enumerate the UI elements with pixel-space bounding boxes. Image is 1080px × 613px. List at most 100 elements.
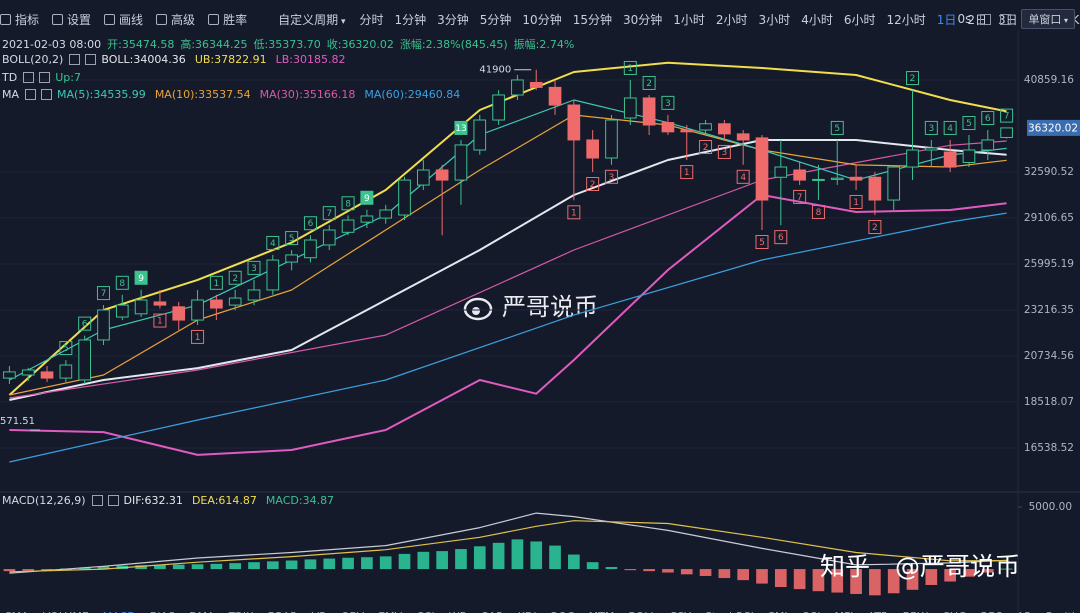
indicator-line [9, 212, 1007, 463]
candle-body [849, 176, 863, 181]
period-button[interactable]: 15分钟 [572, 12, 612, 27]
indicator-tab[interactable]: BRAR [268, 610, 298, 613]
indicator-tab[interactable]: ATR [868, 610, 889, 613]
indicator-tab[interactable]: DMA [189, 610, 215, 613]
td-count: 8 [816, 208, 822, 218]
period-button[interactable]: 2日 [967, 12, 988, 27]
tool-button[interactable]: 指标 [0, 11, 39, 28]
fullscreen-icon[interactable] [980, 13, 992, 25]
indicator-tab[interactable]: RBS [981, 610, 1003, 613]
candle-body [567, 104, 581, 141]
candle-body [266, 259, 280, 291]
macd-bar [944, 569, 956, 582]
settings-icon[interactable] [91, 494, 103, 506]
indicator-tab[interactable]: MTM [589, 610, 615, 613]
indicator-tab[interactable]: SMI [768, 610, 788, 613]
period-button[interactable]: 6小时 [843, 12, 876, 27]
candle-body [304, 239, 317, 259]
footer-author: @严哥说币 [895, 552, 1020, 581]
custom-period[interactable]: 自定义周期 [278, 11, 345, 28]
period-button[interactable]: 12小时 [886, 12, 926, 27]
indicator-tab[interactable]: StochRSI [705, 610, 754, 613]
td-box [849, 194, 863, 209]
indicator-tab[interactable]: WR [449, 610, 468, 613]
macd-bar [586, 562, 599, 570]
macd-bar [718, 569, 731, 579]
indicator-tab[interactable]: TRIX [228, 610, 255, 613]
footer-site: 知乎 [820, 552, 870, 581]
indicator-tab[interactable]: EMV [378, 610, 402, 613]
settings-icon[interactable] [23, 71, 35, 83]
td-count: 13 [455, 124, 466, 134]
indicator-tab[interactable]: CHG [942, 610, 966, 613]
close-icon[interactable] [85, 53, 97, 65]
tool-button[interactable]: 胜率 [208, 11, 247, 28]
candle-body [774, 166, 788, 178]
indicator-tab[interactable]: VR [312, 610, 328, 613]
candle-body [59, 364, 73, 379]
close-icon[interactable] [39, 71, 51, 83]
td-box [906, 71, 920, 86]
indicator-tab[interactable]: OBV [341, 610, 365, 613]
indicator-tab[interactable]: VOLUME [43, 610, 89, 613]
period-button[interactable]: 分时 [359, 12, 384, 27]
candle-body [925, 147, 938, 151]
tool-button[interactable]: 画线 [104, 11, 143, 28]
period-button[interactable]: 30分钟 [622, 12, 663, 27]
td-box [567, 205, 581, 220]
settings-icon[interactable] [25, 88, 37, 100]
indicator-legend: MACD(12,26,9) DIF:632.31 DEA:614.87 MACD:34… [2, 492, 343, 508]
period-button[interactable]: 1分钟 [394, 12, 427, 27]
indicator-tab[interactable]: KDJ [518, 610, 537, 613]
close-icon[interactable] [41, 88, 53, 100]
macd-bar [605, 567, 618, 570]
td-box [247, 260, 261, 275]
indicator-tab[interactable]: SAR [481, 610, 504, 613]
td-box [642, 75, 656, 90]
macd-bar [568, 554, 580, 570]
period-button[interactable]: 4小时 [801, 12, 833, 27]
tool-button[interactable]: 高级 [156, 11, 195, 28]
indicator-tab[interactable]: AR [1017, 610, 1033, 613]
period-button[interactable]: 3日 [998, 12, 1018, 27]
period-button[interactable]: 1日 [936, 12, 957, 27]
td-box [661, 95, 675, 110]
period-button[interactable]: 2小时 [715, 12, 748, 27]
macd-bar [511, 539, 524, 570]
td-count: 3 [665, 99, 671, 109]
period-button[interactable]: 3分钟 [437, 12, 469, 27]
td-count: 3 [722, 148, 728, 158]
td-box [360, 190, 374, 205]
indicator-tab[interactable]: OSI [802, 610, 821, 613]
indicator-tab[interactable]: CMA [4, 610, 29, 613]
period-button[interactable]: 3小时 [758, 12, 791, 27]
tool-button[interactable]: 设置 [52, 11, 91, 28]
period-button[interactable]: 5分钟 [479, 12, 512, 27]
period-button[interactable]: 10分钟 [522, 12, 562, 27]
period-button[interactable]: 1小时 [673, 12, 705, 27]
indicator-tab[interactable]: ROC [551, 610, 575, 613]
td-box [943, 120, 957, 135]
settings-icon[interactable] [69, 53, 81, 65]
layout-icon[interactable] [1000, 13, 1012, 25]
td-box [228, 270, 242, 285]
indicator-tab[interactable]: CCI [416, 610, 435, 613]
indicator-tab[interactable]: BBW [903, 610, 929, 613]
close-icon[interactable] [107, 494, 119, 506]
td-count: 5 [63, 344, 69, 354]
indicator-tab[interactable]: MACD [103, 610, 136, 613]
toolbar-right: 0s 单窗口 [958, 9, 1075, 29]
indicator-tab[interactable]: PSY [671, 610, 692, 613]
td-count: 2 [703, 143, 709, 153]
candle-body [661, 122, 675, 133]
candle-body [492, 94, 505, 121]
indicator-tab[interactable]: BOLL [628, 610, 657, 613]
window-button[interactable]: 单窗口 [1021, 9, 1075, 29]
indicator-tab[interactable]: BIAS [150, 610, 175, 613]
candle-body [417, 169, 430, 186]
macd-bar [398, 553, 411, 570]
indicator-tab[interactable]: MFI [834, 610, 853, 613]
indicator-tab[interactable]: Position [1046, 610, 1080, 613]
macd-bar [981, 569, 994, 573]
